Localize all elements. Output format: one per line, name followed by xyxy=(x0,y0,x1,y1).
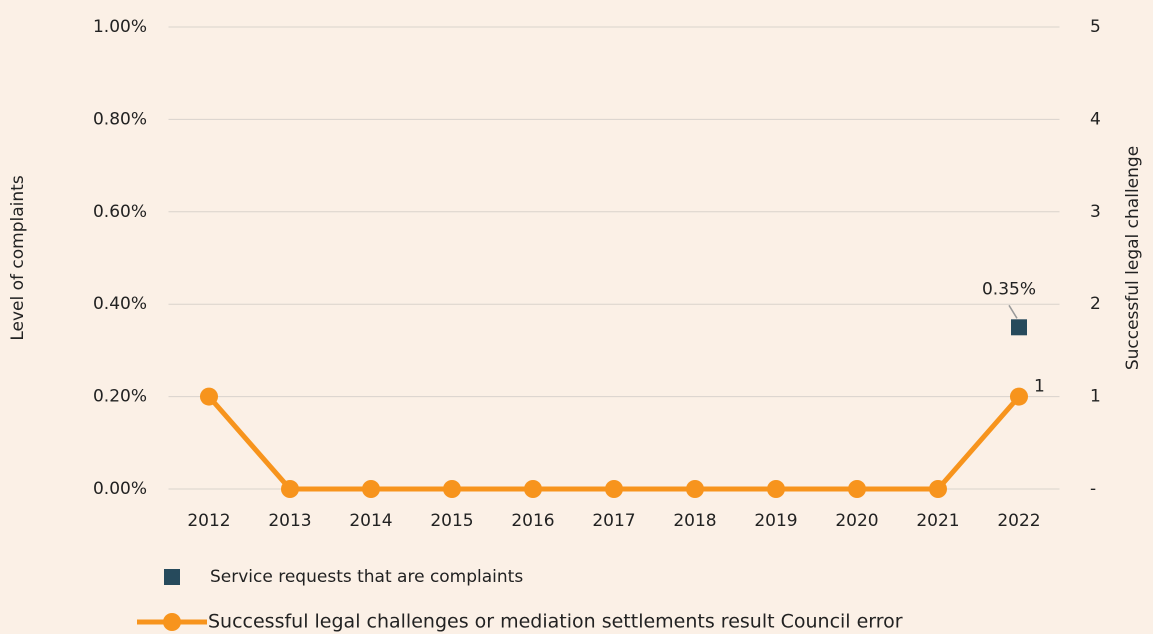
point-marker xyxy=(686,480,704,498)
legend-label: Service requests that are complaints xyxy=(210,567,523,587)
x-tick-label: 2016 xyxy=(511,511,554,531)
x-tick-label: 2014 xyxy=(349,511,392,531)
x-tick-label: 2018 xyxy=(673,511,716,531)
point-marker xyxy=(605,480,623,498)
y-tick-label: 0.20% xyxy=(93,387,147,407)
square-marker xyxy=(1011,319,1027,336)
point-marker xyxy=(767,480,785,498)
x-tick-label: 2022 xyxy=(997,511,1040,531)
y2-tick-label: 2 xyxy=(1090,294,1101,314)
y2-tick-label: 3 xyxy=(1090,202,1101,222)
y-axis-title: Level of complaints xyxy=(8,175,28,340)
x-tick-label: 2019 xyxy=(754,511,797,531)
x-tick-label: 2013 xyxy=(268,511,311,531)
y2-axis-title: Successful legal challenge xyxy=(1123,146,1143,370)
point-marker xyxy=(1010,387,1028,406)
point-marker xyxy=(200,387,218,406)
x-tick-label: 2015 xyxy=(430,511,473,531)
label-leader xyxy=(1008,304,1018,319)
legend-marker xyxy=(163,613,181,631)
x-tick-label: 2020 xyxy=(835,511,878,531)
point-marker xyxy=(524,480,542,498)
point-marker xyxy=(848,480,866,498)
point-marker xyxy=(362,480,380,498)
x-tick-label: 2021 xyxy=(916,511,959,531)
point-marker xyxy=(929,480,947,498)
legend-marker xyxy=(164,569,180,585)
y2-tick-label: 1 xyxy=(1090,387,1101,407)
series-line xyxy=(207,394,1021,492)
point-marker xyxy=(281,480,299,498)
x-tick-label: 2012 xyxy=(187,511,230,531)
y-tick-label: 0.80% xyxy=(93,109,147,129)
data-label: 1 xyxy=(1034,377,1045,397)
y-tick-label: 0.40% xyxy=(93,294,147,314)
y-tick-label: 0.00% xyxy=(93,479,147,499)
point-marker xyxy=(443,480,461,498)
y2-tick-label: - xyxy=(1090,479,1096,499)
y2-tick-label: 4 xyxy=(1090,109,1101,129)
legend-label: Successful legal challenges or mediation… xyxy=(208,611,903,633)
x-tick-label: 2017 xyxy=(592,511,635,531)
y2-tick-label: 5 xyxy=(1090,17,1101,37)
y-tick-label: 0.60% xyxy=(93,202,147,222)
y-tick-label: 1.00% xyxy=(93,17,147,37)
data-label: 0.35% xyxy=(982,279,1036,299)
